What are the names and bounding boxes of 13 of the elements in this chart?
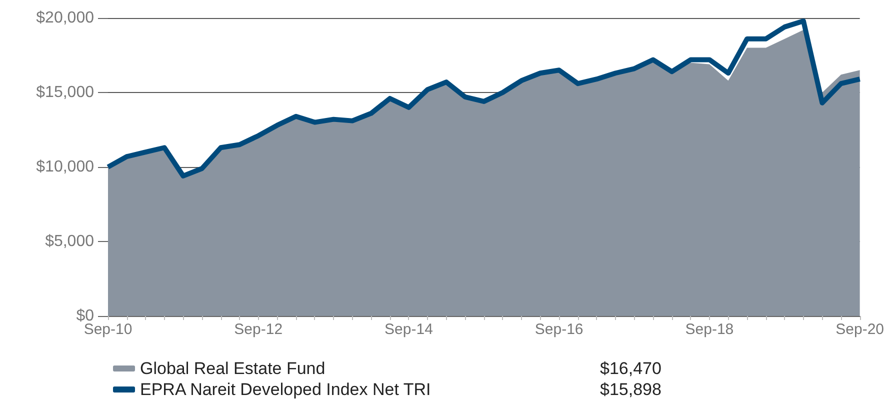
y-tick-label: $10,000 bbox=[36, 158, 94, 176]
x-tick-label: Sep-16 bbox=[534, 321, 584, 338]
y-tick-label: $5,000 bbox=[45, 233, 94, 250]
text: $16,470 bbox=[600, 359, 662, 378]
y-tick-label: $15,000 bbox=[36, 84, 94, 101]
x-tick-label: Sep-14 bbox=[384, 321, 433, 338]
x-tick-label: Sep-20 bbox=[836, 321, 884, 338]
text: $15,898 bbox=[600, 380, 662, 399]
x-tick-label: Sep-18 bbox=[685, 321, 734, 338]
x-tick-label: Sep-12 bbox=[234, 321, 283, 338]
legend-label: EPRA Nareit Developed Index Net TRI bbox=[140, 380, 431, 399]
legend-label: Global Real Estate Fund bbox=[140, 359, 326, 378]
y-tick-label: $20,000 bbox=[36, 10, 94, 26]
